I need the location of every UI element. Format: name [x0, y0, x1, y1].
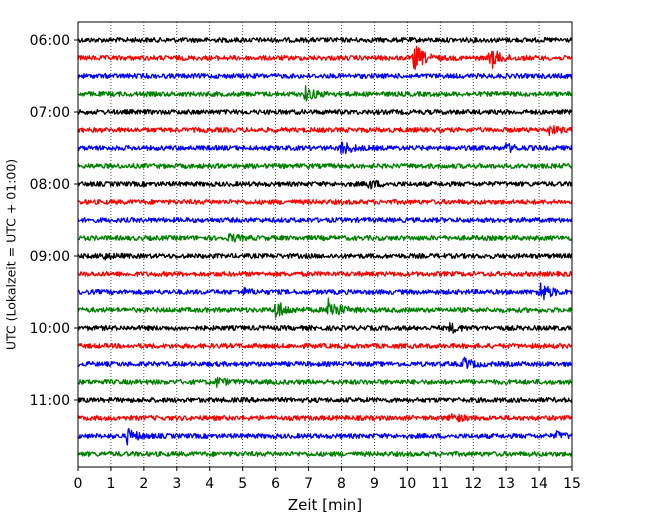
x-tick-label: 6: [271, 476, 280, 492]
trace-0700: [77, 108, 573, 116]
x-tick-label: 5: [238, 476, 247, 492]
trace-0815: [77, 198, 573, 206]
trace-0800: [77, 179, 573, 190]
trace-1115: [77, 413, 573, 423]
x-tick-label: 1: [106, 476, 115, 492]
x-tick-label: 3: [172, 476, 181, 492]
trace-group: [77, 36, 573, 458]
x-tick-label: 13: [497, 476, 515, 492]
x-axis-ticks: 0 1 2 3 4 5 6 7 8 9 10 11 12 13 14 15: [74, 467, 581, 492]
trace-1130: [77, 427, 573, 446]
trace-0930: [77, 282, 573, 301]
trace-1145: [77, 450, 573, 458]
trace-1015: [77, 342, 573, 350]
vertical-grid: [110, 22, 540, 467]
trace-0615: [77, 45, 573, 71]
trace-0600: [77, 36, 573, 44]
plot-frame: [77, 21, 573, 468]
y-tick-label: 06:00: [30, 33, 70, 49]
trace-1045: [77, 376, 573, 388]
x-axis-title: Zeit [min]: [288, 496, 362, 514]
trace-0915: [77, 270, 573, 278]
x-tick-label: 11: [431, 476, 449, 492]
y-axis-title: UTC (Lokalzeit = UTC + 01:00): [4, 159, 19, 350]
x-tick-label: 15: [563, 476, 581, 492]
x-tick-label: 10: [398, 476, 416, 492]
trace-0715: [77, 124, 573, 137]
trace-0845: [77, 232, 573, 243]
x-tick-label: 4: [205, 476, 214, 492]
trace-1000: [77, 322, 573, 334]
y-tick-label: 11:00: [30, 393, 70, 409]
trace-0745: [77, 162, 573, 170]
y-axis-ticks: 06:00 07:00 08:00 09:00 10:00 11:00: [30, 33, 78, 409]
trace-0945: [77, 297, 573, 319]
y-tick-label: 07:00: [30, 105, 70, 121]
y-tick-label: 08:00: [30, 177, 70, 193]
x-tick-label: 2: [139, 476, 148, 492]
y-tick-label: 10:00: [30, 321, 70, 337]
x-tick-label: 8: [337, 476, 346, 492]
x-tick-label: 0: [74, 476, 83, 492]
trace-0730: [77, 141, 573, 155]
trace-1030: [77, 356, 573, 369]
trace-0900: [77, 252, 573, 261]
trace-0830: [77, 216, 573, 224]
x-tick-label: 7: [304, 476, 313, 492]
trace-0645: [77, 84, 573, 102]
x-tick-label: 12: [464, 476, 482, 492]
x-tick-label: 9: [370, 476, 379, 492]
x-tick-label: 14: [530, 476, 548, 492]
trace-1100: [77, 396, 573, 404]
trace-0630: [77, 72, 573, 80]
y-tick-label: 09:00: [30, 249, 70, 265]
